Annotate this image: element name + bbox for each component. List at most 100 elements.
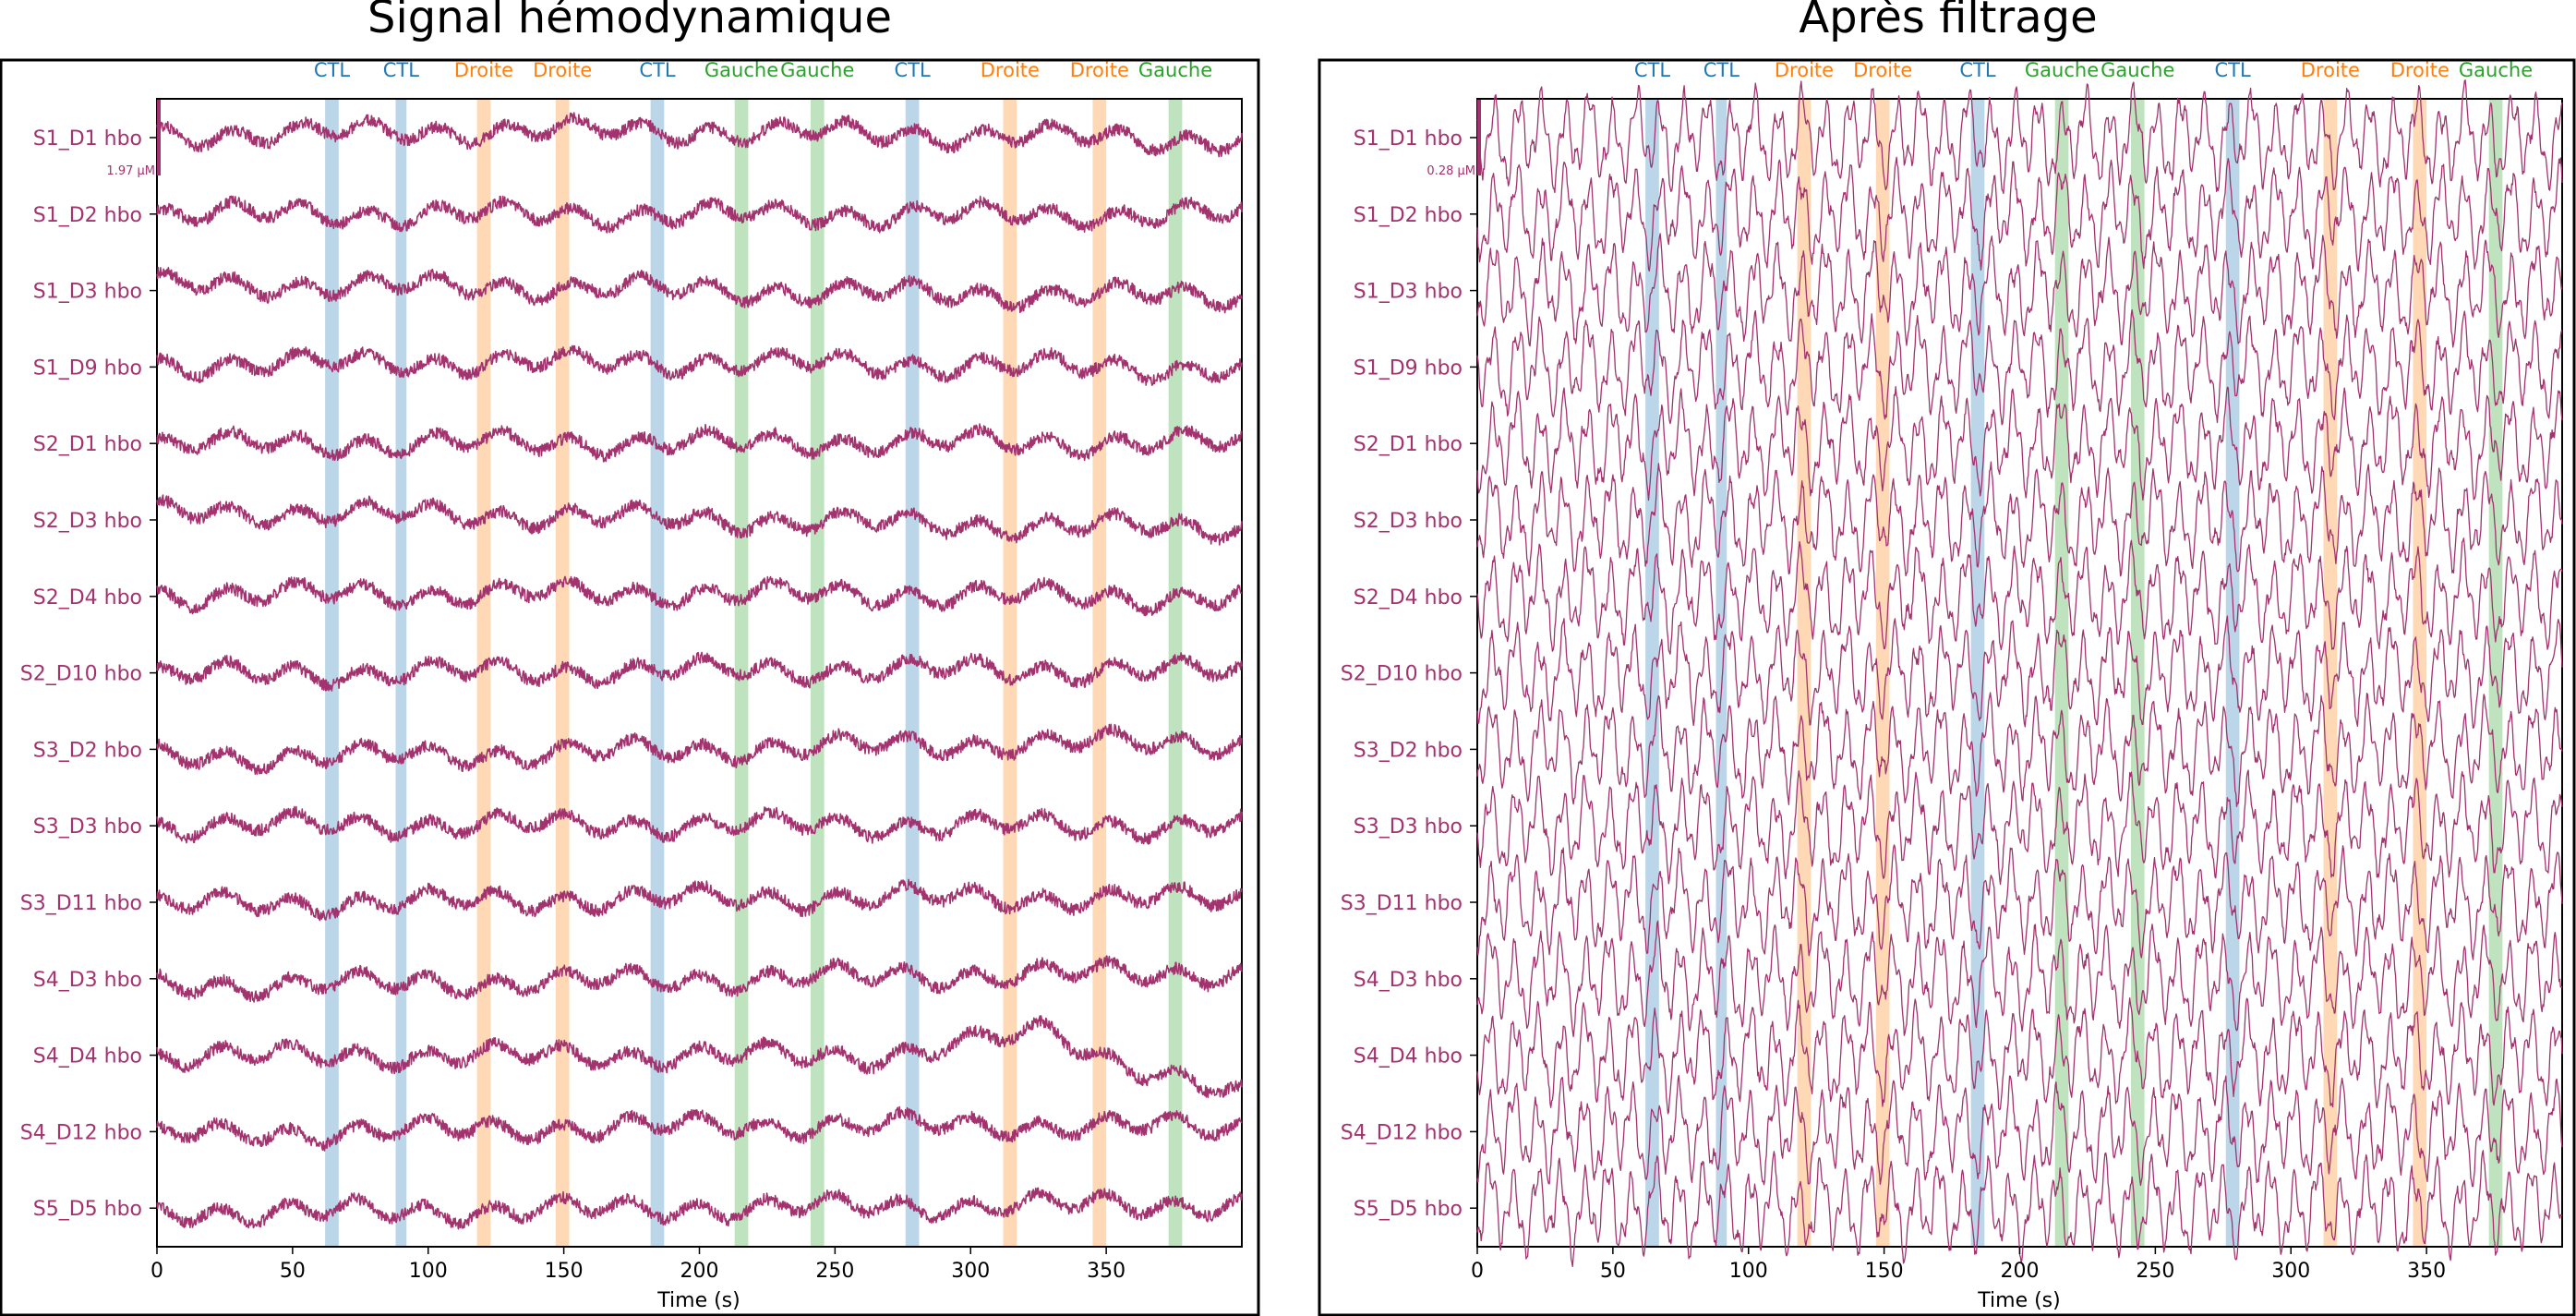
x-tick-label: 250 xyxy=(2136,1260,2174,1283)
channel-label: S3_D3 hbo xyxy=(33,815,142,839)
channel-label: S1_D9 hbo xyxy=(33,356,142,380)
annotation-span-gauche xyxy=(2488,100,2503,1246)
channel-trace xyxy=(1476,461,2563,577)
channel-label: S2_D3 hbo xyxy=(33,510,142,533)
channel-trace xyxy=(156,805,1243,845)
channel-trace xyxy=(1476,920,2563,1038)
channel-trace xyxy=(156,1187,1243,1230)
channel-label: S1_D3 hbo xyxy=(1354,281,1463,304)
channel-label: S3_D3 hbo xyxy=(1354,815,1463,839)
channel-label: S1_D3 hbo xyxy=(33,281,142,304)
annotation-span-ctl xyxy=(905,100,920,1246)
x-axis-label: Time (s) xyxy=(1977,1289,2060,1312)
channel-trace xyxy=(156,1015,1243,1099)
channel-label: S1_D1 hbo xyxy=(1354,127,1463,151)
annotation-span-droite xyxy=(2413,100,2427,1246)
x-tick-label: 300 xyxy=(2271,1260,2310,1283)
channel-label: S4_D3 hbo xyxy=(33,969,142,992)
annotation-label: Droite xyxy=(1070,59,1129,81)
x-tick-label: 0 xyxy=(150,1260,163,1283)
channel-trace xyxy=(1476,537,2563,655)
channel-trace xyxy=(156,195,1243,234)
annotation-label: Droite xyxy=(981,59,1040,81)
x-tick-label: 50 xyxy=(1600,1260,1626,1283)
channel-label: S4_D12 hbo xyxy=(1341,1121,1463,1144)
channel-trace xyxy=(156,344,1243,386)
channel-trace xyxy=(1476,1074,2563,1188)
channel-trace xyxy=(1476,844,2563,960)
channel-label: S4_D12 hbo xyxy=(20,1121,142,1144)
channel-label: S3_D2 hbo xyxy=(1354,739,1463,762)
channel-trace xyxy=(156,112,1243,158)
annotation-span-ctl xyxy=(1970,100,1985,1246)
x-tick-label: 200 xyxy=(680,1260,719,1283)
annotation-span-ctl xyxy=(395,100,407,1246)
panel-frame xyxy=(0,58,1260,1316)
channel-label: S2_D4 hbo xyxy=(33,586,142,610)
channel-label: S2_D10 hbo xyxy=(20,663,142,686)
plot-panel-filtered: CTL CTL Droite Droite CTL Gauche Gauche CTL Droi… xyxy=(1341,59,2563,1283)
channel-trace xyxy=(156,423,1243,463)
x-tick-label: 200 xyxy=(2001,1260,2040,1283)
annotation-label: CTL xyxy=(639,59,675,81)
channel-trace xyxy=(156,494,1243,546)
channel-trace xyxy=(1476,233,2563,348)
annotation-span-droite xyxy=(1797,100,1812,1246)
x-tick-label: 50 xyxy=(280,1260,306,1283)
channel-trace xyxy=(156,878,1243,922)
annotation-label: CTL xyxy=(314,59,350,81)
chart-title: Signal hémodynamique xyxy=(367,0,892,43)
annotation-span-droite xyxy=(2323,100,2338,1246)
annotation-span-ctl xyxy=(325,100,339,1246)
channel-trace xyxy=(1476,769,2563,886)
annotation-span-gauche xyxy=(810,100,825,1246)
channel-trace xyxy=(1476,308,2563,426)
annotation-span-gauche xyxy=(734,100,749,1246)
channel-label: S3_D11 hbo xyxy=(1341,892,1463,915)
channel-label: S2_D3 hbo xyxy=(1354,510,1463,533)
annotation-label: Droite xyxy=(533,59,592,81)
channel-label: S2_D10 hbo xyxy=(1341,663,1463,686)
channel-trace xyxy=(1476,996,2563,1115)
x-tick-label: 150 xyxy=(1865,1260,1904,1283)
annotation-span-droite xyxy=(555,100,570,1246)
channel-trace xyxy=(156,723,1243,775)
annotation-label: Gauche xyxy=(2101,59,2174,81)
channel-trace xyxy=(1476,692,2563,807)
channel-trace xyxy=(1476,615,2563,729)
x-tick-label: 100 xyxy=(1729,1260,1768,1283)
annotation-span-gauche xyxy=(1168,100,1183,1246)
channel-label: S2_D1 hbo xyxy=(1354,433,1463,456)
annotation-label: Gauche xyxy=(704,59,778,81)
channel-trace xyxy=(156,266,1243,314)
channel-trace xyxy=(156,955,1243,1003)
channel-label: S5_D5 hbo xyxy=(1354,1198,1463,1221)
x-tick-label: 250 xyxy=(815,1260,854,1283)
channel-trace xyxy=(1476,1150,2563,1268)
x-axis-label: Time (s) xyxy=(656,1289,740,1312)
annotation-label: Gauche xyxy=(2025,59,2099,81)
channel-label: S1_D1 hbo xyxy=(33,127,142,151)
scale-bar-label: 1.97 µM xyxy=(106,164,155,178)
x-tick-label: 350 xyxy=(2407,1260,2446,1283)
annotation-label: CTL xyxy=(1703,59,1739,81)
channel-label: S3_D11 hbo xyxy=(20,892,142,915)
annotation-span-droite xyxy=(1875,100,1890,1246)
annotation-label: CTL xyxy=(1959,59,1995,81)
annotation-label: Droite xyxy=(454,59,513,81)
channel-label: S2_D1 hbo xyxy=(33,433,142,456)
x-tick-label: 350 xyxy=(1087,1260,1125,1283)
annotation-label: CTL xyxy=(1634,59,1670,81)
channel-trace xyxy=(1476,156,2563,272)
x-tick-label: 300 xyxy=(951,1260,990,1283)
panel-frame xyxy=(1318,58,2576,1316)
channel-label: S1_D2 hbo xyxy=(33,204,142,227)
annotation-span-droite xyxy=(476,100,491,1246)
channel-label: S2_D4 hbo xyxy=(1354,586,1463,610)
channel-trace xyxy=(156,1105,1243,1152)
annotation-label: Droite xyxy=(1775,59,1834,81)
channel-label: S4_D4 hbo xyxy=(1354,1045,1463,1068)
annotation-label: Droite xyxy=(2301,59,2360,81)
channel-label: S4_D4 hbo xyxy=(33,1045,142,1068)
